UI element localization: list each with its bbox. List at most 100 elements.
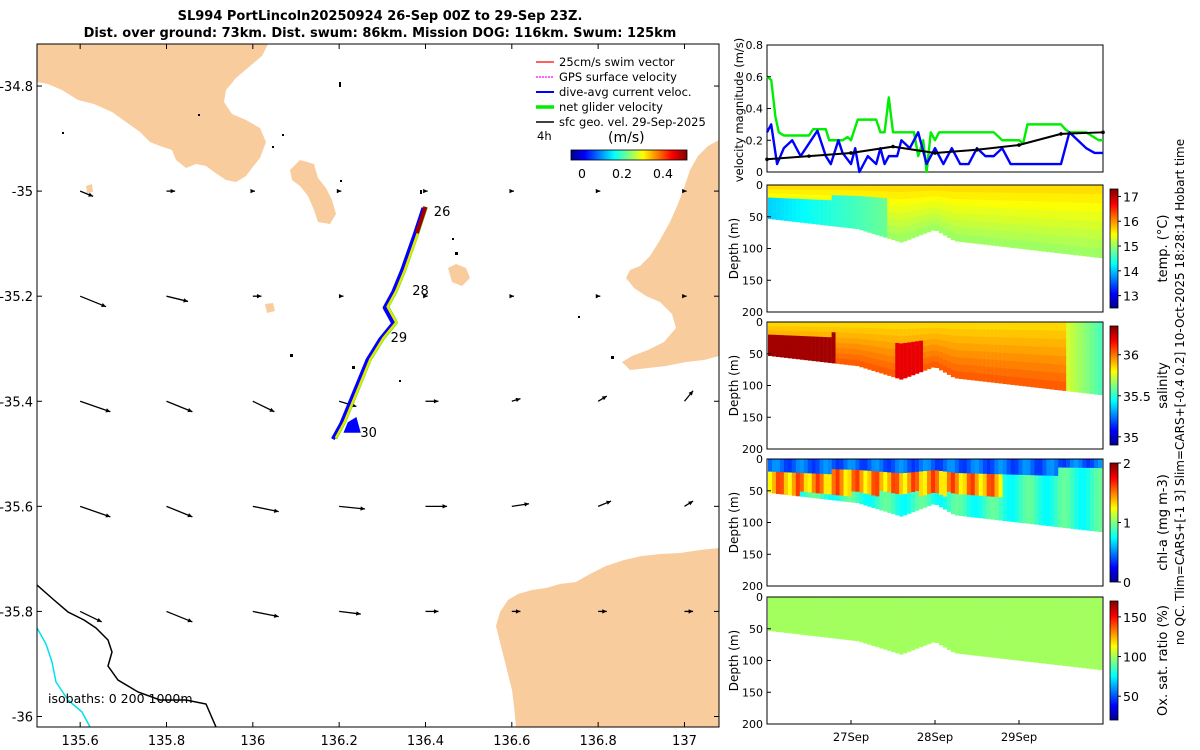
geo-vector [166, 505, 193, 518]
section-column [1082, 597, 1087, 669]
section-column [879, 185, 884, 237]
section-column [839, 185, 844, 228]
section-column [1002, 185, 1007, 248]
section-column [839, 322, 844, 365]
section-column [1066, 185, 1071, 255]
geo-vector [598, 609, 607, 614]
section-column [835, 459, 840, 501]
section-column [867, 322, 872, 370]
section-column [1078, 459, 1083, 530]
section-column [982, 322, 987, 382]
colorbar-tick-label: 150 [1123, 610, 1147, 625]
section-column [787, 597, 793, 634]
section-chlorophyll: 0 50 100 150 200 Depth (m) 0 1 2 chl-a (mg m-3) [727, 453, 1171, 593]
section-column [934, 322, 940, 368]
small-islets [62, 82, 614, 382]
section-column [931, 597, 936, 643]
section-column [942, 459, 948, 510]
section-column [795, 459, 801, 497]
day-label: 26 [434, 205, 451, 220]
section-column [990, 322, 995, 383]
geo-vector [79, 190, 94, 197]
section-column [787, 322, 793, 359]
geo-vector [511, 609, 521, 614]
section-column [1066, 459, 1071, 529]
section-column [990, 597, 995, 658]
section-column [787, 459, 793, 496]
land-island-2 [448, 264, 470, 286]
velocity-panel: 0 0.2 0.4 0.6 0.8 velocity magnitude (m/s) [732, 38, 1105, 182]
section-column [1042, 597, 1047, 664]
section-column [903, 322, 908, 379]
section-column [1090, 185, 1095, 258]
section-column [1062, 322, 1067, 391]
section-column [1070, 597, 1075, 667]
colorbar-label: (m/s) [608, 130, 645, 146]
section-column [1050, 185, 1055, 253]
section-column [1098, 459, 1103, 533]
section-column [1006, 597, 1011, 660]
section-column [903, 459, 908, 516]
section-column [871, 322, 876, 371]
section-column [946, 459, 952, 512]
section-column [899, 597, 904, 655]
section-column [1058, 459, 1063, 528]
section-column [803, 185, 808, 224]
section-column [1054, 459, 1059, 527]
section-column [859, 185, 864, 231]
section-column [815, 459, 820, 499]
section-column [978, 459, 983, 519]
section-column [907, 597, 912, 652]
geo-vector [423, 188, 428, 194]
section-column [911, 185, 916, 239]
section-column [978, 185, 983, 245]
day-label: 29 [391, 331, 408, 346]
land-kangaroo-island [496, 548, 719, 727]
colorbar-variable-label: temp. (°C) [1156, 215, 1171, 283]
section-column [1098, 185, 1103, 259]
section-column [970, 322, 975, 381]
section-column [1078, 185, 1083, 256]
section-column [879, 597, 884, 649]
section-column [775, 185, 781, 220]
section-column [1082, 322, 1087, 394]
section-column [847, 459, 852, 503]
section-column [1018, 322, 1023, 386]
section-colorbar [1109, 462, 1119, 583]
section-column [827, 597, 832, 638]
section-column [986, 185, 991, 246]
section-column [851, 459, 856, 503]
section-column [1050, 322, 1055, 390]
isobath-200 [37, 627, 91, 727]
section-column [887, 597, 892, 651]
section-column [974, 322, 979, 381]
section-y-tick-label: 200 [742, 580, 763, 593]
isobath-0 [37, 584, 217, 727]
section-column [891, 459, 896, 515]
section-column [1022, 322, 1027, 387]
section-ylabel: Depth (m) [727, 630, 741, 691]
section-column [799, 185, 805, 223]
section-column [1042, 459, 1047, 526]
islet [339, 82, 341, 87]
section-column [1022, 597, 1027, 662]
section-column [1010, 597, 1015, 660]
section-column [827, 185, 832, 226]
section-column [768, 185, 773, 220]
section-column [1054, 322, 1059, 390]
velocity-y-axis: 0 0.2 0.4 0.6 0.8 [746, 39, 771, 179]
section-column [903, 597, 908, 654]
section-column [974, 459, 979, 518]
section-column [859, 322, 864, 368]
colorbar-tick-label: 35.5 [1123, 389, 1151, 404]
islet [452, 238, 454, 240]
section-column [835, 322, 840, 364]
section-column [835, 597, 840, 639]
map-y-tick-label: -35.4 [0, 395, 33, 410]
geo-vector [338, 294, 344, 299]
section-column [1046, 459, 1051, 527]
velocity-point [891, 144, 895, 149]
section-temperature: 0 50 100 150 200 Depth (m) 13 14 15 16 17 temp. (°C… [727, 179, 1171, 319]
geo-vector [684, 609, 694, 614]
section-column [891, 185, 896, 241]
